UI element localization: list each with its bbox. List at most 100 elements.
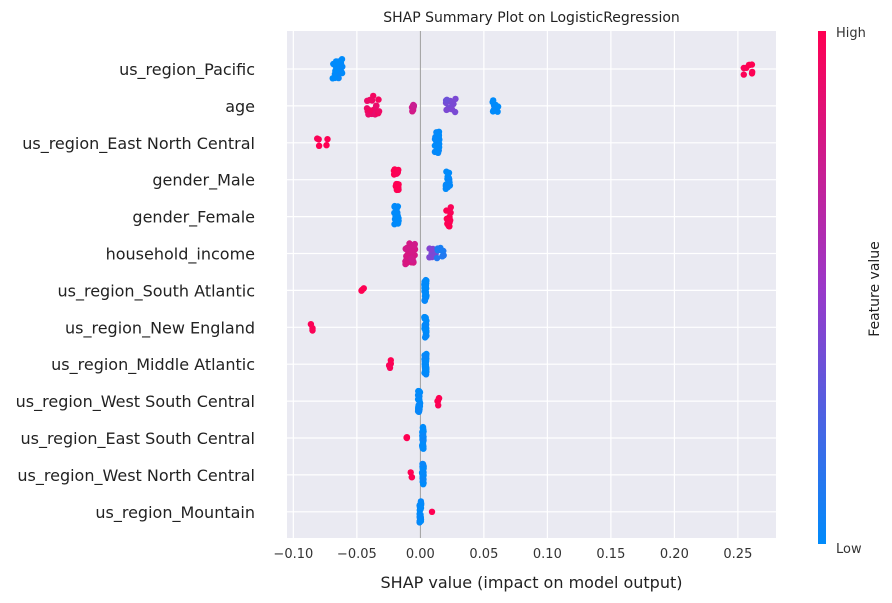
shap-point — [422, 353, 429, 360]
shap-point — [446, 182, 454, 189]
shap-point — [740, 64, 747, 72]
feature-label: us_region_East South Central — [20, 429, 255, 449]
shap-point — [416, 507, 423, 514]
shap-point — [315, 136, 322, 143]
shap-point — [428, 508, 436, 515]
shap-point — [402, 245, 410, 252]
shap-point — [438, 247, 446, 254]
x-tick-label: −0.10 — [273, 547, 313, 562]
x-tick-label: 0.10 — [533, 547, 562, 562]
shap-point — [392, 204, 399, 211]
colorbar — [818, 31, 826, 544]
shap-point — [375, 108, 383, 115]
feature-label: us_region_East North Central — [22, 134, 255, 154]
x-tick-label: 0.00 — [406, 547, 435, 562]
shap-point — [410, 102, 418, 109]
x-tick-label: 0.05 — [469, 547, 498, 562]
feature-label: us_region_New England — [65, 318, 255, 338]
shap-point — [443, 96, 451, 104]
shap-point — [372, 102, 380, 110]
shap-point — [749, 68, 756, 76]
shap-point — [450, 100, 457, 108]
shap-point — [403, 259, 410, 267]
shap-point — [419, 460, 426, 468]
shap-point — [490, 97, 497, 104]
shap-point — [324, 136, 331, 143]
feature-label: age — [225, 97, 255, 116]
shap-points — [307, 56, 756, 526]
feature-label: us_region_Mountain — [95, 503, 255, 523]
shap-point — [446, 223, 453, 230]
feature-label: household_income — [106, 245, 255, 265]
x-axis-label: SHAP value (impact on model output) — [381, 573, 683, 592]
shap-point — [394, 169, 401, 176]
shap-point — [431, 135, 439, 143]
colorbar-low-label: Low — [836, 542, 862, 557]
shap-point — [489, 108, 497, 115]
shap-point — [445, 214, 453, 222]
shap-point — [443, 106, 450, 114]
shap-point — [448, 106, 456, 113]
shap-point — [323, 142, 330, 149]
shap-point — [494, 103, 502, 110]
feature-label: gender_Female — [132, 208, 255, 228]
shap-point — [375, 96, 382, 103]
shap-point — [395, 181, 402, 188]
x-tick-label: −0.05 — [337, 547, 377, 562]
shap-point — [433, 254, 441, 262]
shap-point — [408, 255, 415, 262]
shap-point — [436, 140, 443, 148]
horizontal-gridlines — [287, 68, 776, 513]
shap-point — [439, 253, 446, 260]
shap-point — [421, 297, 428, 304]
shap-point — [309, 325, 316, 332]
shap-point — [421, 314, 429, 321]
shap-point — [428, 253, 436, 261]
x-tick-label: 0.15 — [596, 547, 625, 562]
feature-label: us_region_Middle Atlantic — [51, 355, 255, 375]
shap-point — [740, 71, 747, 78]
shap-point — [419, 432, 427, 439]
shap-point — [411, 242, 418, 250]
shap-point — [446, 176, 453, 183]
shap-point — [386, 364, 394, 371]
shap-point — [339, 63, 346, 70]
shap-point — [422, 358, 430, 366]
shap-point — [445, 169, 453, 176]
shap-point — [332, 67, 339, 75]
shap-point — [452, 95, 459, 103]
feature-label: us_region_Pacific — [119, 60, 255, 80]
shap-point — [358, 287, 365, 294]
shap-point — [403, 434, 410, 441]
shap-point — [417, 517, 425, 525]
shap-point — [392, 212, 399, 219]
shap-point — [368, 97, 376, 104]
shap-point — [415, 397, 423, 404]
shap-point — [415, 388, 422, 395]
shap-point — [428, 246, 435, 253]
x-tick-label: 0.25 — [723, 547, 752, 562]
shap-point — [422, 367, 429, 375]
shap-point — [421, 284, 428, 291]
feature-label: us_region_West North Central — [17, 466, 255, 486]
shap-point — [745, 61, 753, 69]
plot-area — [287, 31, 776, 538]
shap-point — [422, 291, 429, 298]
shap-point — [409, 248, 416, 255]
shap-point — [423, 277, 430, 284]
shap-point — [422, 326, 429, 333]
shap-point — [403, 252, 410, 260]
shap-point — [447, 204, 454, 211]
shap-point — [407, 469, 414, 476]
shap-point — [393, 186, 400, 194]
shap-point — [315, 142, 323, 149]
colorbar-label: Feature value — [867, 241, 883, 337]
feature-label: us_region_South Atlantic — [57, 281, 255, 301]
shap-point — [331, 74, 339, 82]
shap-point — [367, 107, 374, 114]
colorbar-high-label: High — [836, 26, 866, 41]
shap-point — [408, 474, 415, 481]
shap-point — [420, 481, 427, 488]
